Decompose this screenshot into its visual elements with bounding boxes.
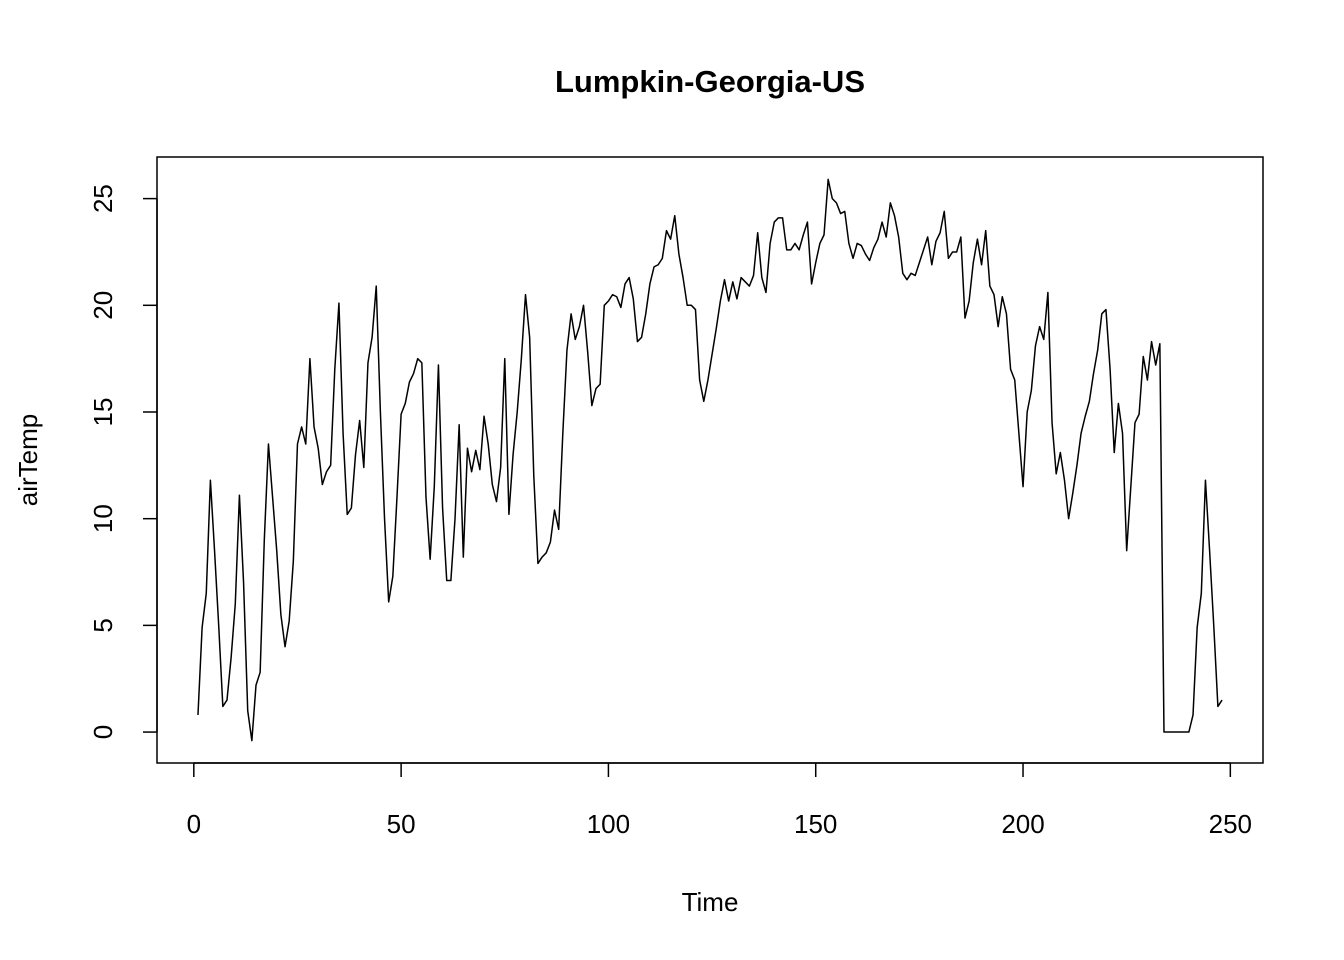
x-tick-label: 100	[587, 809, 630, 839]
x-tick-label: 250	[1209, 809, 1252, 839]
y-axis-label: airTemp	[13, 414, 43, 506]
y-tick-label: 15	[88, 398, 118, 427]
data-line	[197, 178, 1223, 742]
x-tick-label: 0	[187, 809, 201, 839]
y-tick-label: 25	[88, 184, 118, 213]
x-axis-label: Time	[682, 887, 739, 917]
chart-title: Lumpkin-Georgia-US	[555, 64, 865, 99]
y-tick-label: 0	[88, 725, 118, 739]
y-tick-label: 20	[88, 291, 118, 320]
x-tick-label: 150	[794, 809, 837, 839]
x-tick-label: 200	[1001, 809, 1044, 839]
x-tick-label: 50	[387, 809, 416, 839]
y-tick-label: 5	[88, 618, 118, 632]
y-tick-label: 10	[88, 504, 118, 533]
